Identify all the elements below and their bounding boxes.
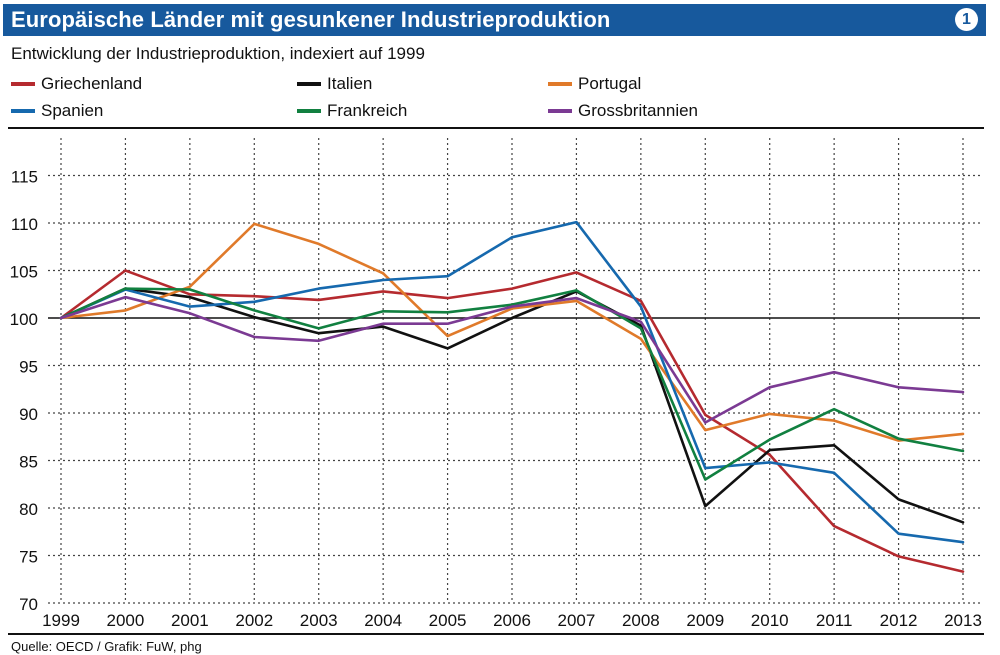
legend-label: Grossbritannien xyxy=(578,101,699,120)
x-tick-label: 2002 xyxy=(235,611,273,630)
y-tick-label: 70 xyxy=(19,595,38,614)
x-tick-label: 2013 xyxy=(944,611,982,630)
legend-item-griechenland: Griechenland xyxy=(11,74,142,94)
legend-swatch xyxy=(297,109,321,113)
x-tick-label: 2009 xyxy=(686,611,724,630)
y-tick-label: 110 xyxy=(11,215,38,234)
x-tick-label: 2000 xyxy=(107,611,145,630)
series-line-grossbritannien xyxy=(59,295,965,424)
legend-item-spanien: Spanien xyxy=(11,101,103,121)
legend-item-italien: Italien xyxy=(297,74,372,94)
legend-item-portugal: Portugal xyxy=(548,74,641,94)
legend-swatch xyxy=(297,82,321,86)
x-tick-label: 2003 xyxy=(300,611,338,630)
x-tick-label: 2004 xyxy=(364,611,402,630)
x-tick-label: 2012 xyxy=(880,611,918,630)
x-tick-label: 2005 xyxy=(429,611,467,630)
chart-subtitle: Entwicklung der Industrieproduktion, ind… xyxy=(11,44,425,63)
y-tick-label: 105 xyxy=(10,263,38,282)
series-line-frankreich xyxy=(59,287,965,481)
series-line-griechenland xyxy=(59,269,965,573)
x-tick-label: 2006 xyxy=(493,611,531,630)
figure-number-badge: 1 xyxy=(955,8,978,31)
y-tick-label: 80 xyxy=(19,500,38,519)
x-tick-label: 2011 xyxy=(816,611,853,630)
x-tick-label: 2001 xyxy=(171,611,209,630)
legend-label: Italien xyxy=(327,74,373,93)
legend-swatch xyxy=(11,109,35,113)
legend-swatch xyxy=(11,82,35,86)
x-tick-label: 2010 xyxy=(751,611,789,630)
legend-swatch xyxy=(548,82,572,86)
legend-label: Frankreich xyxy=(327,101,408,120)
y-tick-label: 90 xyxy=(19,405,38,424)
bottom-rule xyxy=(8,633,984,635)
y-tick-label: 100 xyxy=(10,310,38,329)
legend-swatch xyxy=(548,109,572,113)
y-tick-label: 95 xyxy=(19,358,38,377)
legend-label: Griechenland xyxy=(41,74,143,93)
y-tick-label: 115 xyxy=(11,168,38,187)
chart-title: Europäische Länder mit gesunkener Indust… xyxy=(11,7,611,32)
source-note: Quelle: OECD / Grafik: FuW, phg xyxy=(11,639,202,654)
legend-item-frankreich: Frankreich xyxy=(297,101,407,121)
legend-item-grossbritannien: Grossbritannien xyxy=(548,101,698,121)
top-rule xyxy=(8,127,984,129)
series-line-spanien xyxy=(59,220,965,544)
legend-label: Spanien xyxy=(41,101,104,120)
x-tick-label: 2007 xyxy=(558,611,596,630)
y-tick-label: 85 xyxy=(19,453,38,472)
title-bar: Europäische Länder mit gesunkener Indust… xyxy=(3,4,986,36)
x-tick-label: 2008 xyxy=(622,611,660,630)
x-tick-label: 1999 xyxy=(42,611,80,630)
legend-label: Portugal xyxy=(578,74,642,93)
y-tick-label: 75 xyxy=(19,548,38,567)
